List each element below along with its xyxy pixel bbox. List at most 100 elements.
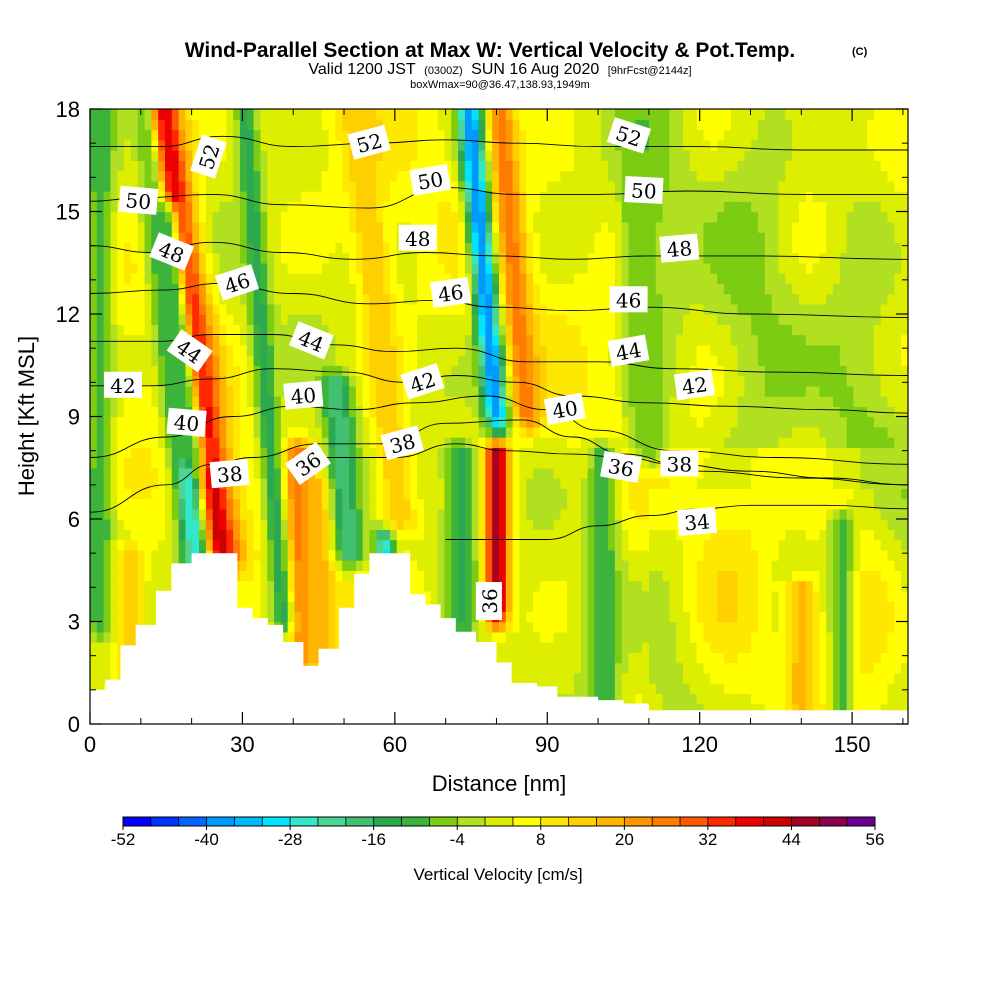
velocity-cell — [117, 119, 125, 131]
velocity-cell — [192, 324, 200, 336]
velocity-cell — [464, 519, 473, 530]
velocity-cell — [110, 293, 118, 305]
velocity-cell — [239, 252, 248, 264]
velocity-cell — [389, 396, 398, 407]
velocity-cell — [526, 160, 534, 172]
velocity-cell — [267, 549, 275, 561]
velocity-cell — [253, 293, 262, 305]
velocity-cell — [628, 539, 637, 551]
velocity-cell — [117, 150, 125, 161]
velocity-cell — [451, 590, 459, 602]
velocity-cell — [580, 508, 589, 520]
velocity-cell — [471, 621, 480, 633]
velocity-cell — [246, 467, 255, 479]
velocity-cell — [492, 549, 500, 561]
velocity-cell — [171, 109, 180, 120]
velocity-cell — [294, 355, 303, 366]
velocity-cell — [226, 344, 234, 356]
velocity-cell — [349, 478, 357, 489]
velocity-cell — [594, 303, 602, 315]
velocity-cell — [587, 365, 596, 377]
velocity-cell — [362, 508, 371, 520]
velocity-cell — [246, 221, 255, 233]
velocity-cell — [199, 324, 207, 336]
velocity-cell — [403, 262, 412, 274]
velocity-cell — [430, 416, 439, 428]
velocity-cell — [226, 416, 234, 428]
velocity-cell — [144, 601, 153, 612]
velocity-cell — [628, 580, 637, 592]
velocity-cell — [308, 611, 316, 623]
velocity-cell — [444, 447, 452, 459]
velocity-cell — [137, 344, 146, 356]
velocity-cell — [124, 314, 132, 325]
velocity-cell — [90, 447, 98, 459]
velocity-cell — [342, 426, 350, 438]
velocity-cell — [437, 601, 446, 612]
velocity-cell — [267, 232, 275, 243]
velocity-cell — [253, 139, 262, 151]
velocity-cell — [573, 160, 582, 172]
velocity-cell — [533, 365, 541, 377]
velocity-cell — [485, 549, 493, 561]
velocity-cell — [648, 693, 657, 705]
velocity-cell — [567, 242, 575, 254]
velocity-cell — [226, 498, 234, 510]
velocity-cell — [96, 170, 105, 182]
velocity-cell — [642, 273, 650, 284]
velocity-cell — [553, 621, 562, 633]
velocity-cell — [164, 314, 173, 325]
velocity-cell — [458, 334, 466, 346]
velocity-cell — [492, 406, 500, 418]
velocity-cell — [328, 467, 337, 479]
velocity-cell — [628, 621, 637, 633]
velocity-cell — [648, 406, 657, 418]
velocity-cell — [144, 242, 153, 254]
velocity-cell — [151, 478, 159, 489]
velocity-cell — [512, 652, 521, 664]
velocity-cell — [621, 488, 630, 500]
velocity-cell — [478, 201, 487, 213]
velocity-cell — [90, 457, 98, 469]
velocity-cell — [130, 109, 139, 120]
chart-title: Wind-Parallel Section at Max W: Vertical… — [185, 39, 796, 62]
velocity-cell — [526, 252, 534, 264]
velocity-cell — [383, 416, 391, 428]
velocity-cell — [185, 498, 193, 510]
velocity-cell — [655, 631, 664, 643]
velocity-cell — [519, 262, 527, 274]
velocity-cell — [499, 242, 507, 254]
velocity-cell — [192, 232, 200, 243]
velocity-cell — [96, 683, 105, 694]
velocity-cell — [648, 601, 657, 612]
velocity-cell — [178, 437, 187, 448]
velocity-cell — [403, 201, 412, 213]
velocity-cell — [219, 211, 228, 223]
velocity-cell — [280, 109, 289, 120]
velocity-cell — [267, 129, 275, 141]
velocity-cell — [212, 324, 221, 336]
velocity-cell — [335, 365, 343, 377]
velocity-cell — [151, 570, 159, 582]
velocity-cell — [567, 601, 575, 612]
velocity-cell — [164, 303, 173, 315]
velocity-cell — [171, 129, 180, 141]
velocity-cell — [110, 570, 118, 582]
velocity-cell — [314, 314, 323, 325]
velocity-cell — [239, 590, 248, 602]
velocity-cell — [608, 631, 616, 643]
velocity-cell — [294, 447, 303, 459]
velocity-cell — [212, 437, 221, 448]
velocity-cell — [424, 160, 432, 172]
velocity-cell — [164, 324, 173, 336]
velocity-cell — [424, 109, 432, 120]
velocity-cell — [560, 549, 568, 561]
velocity-cell — [478, 334, 487, 346]
velocity-cell — [437, 437, 446, 448]
velocity-cell — [505, 416, 514, 428]
velocity-cell — [451, 611, 459, 623]
velocity-cell — [519, 488, 527, 500]
velocity-cell — [451, 355, 459, 366]
velocity-cell — [314, 242, 323, 254]
velocity-cell — [355, 180, 364, 192]
